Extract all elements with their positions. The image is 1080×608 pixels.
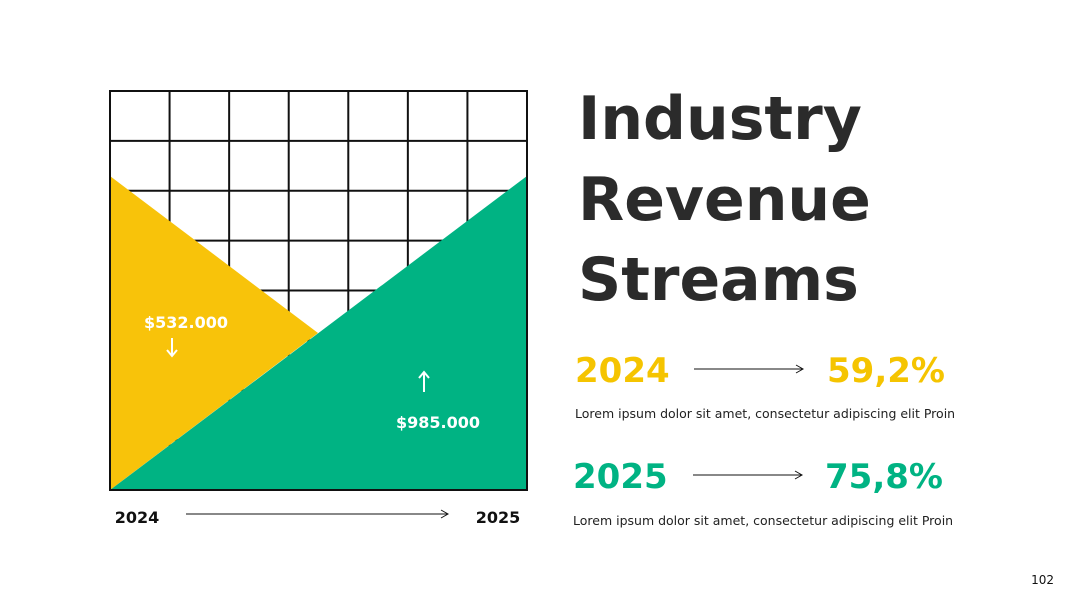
yellow-triangle bbox=[110, 176, 318, 490]
frame bbox=[109, 90, 528, 491]
stat-description: Lorem ipsum dolor sit amet, consectetur … bbox=[573, 513, 953, 528]
stat-arrow bbox=[693, 470, 804, 480]
title-line: Industry bbox=[578, 84, 862, 154]
down-arrow bbox=[166, 338, 178, 358]
stat-year: 2025 bbox=[573, 457, 668, 497]
timeline-arrow bbox=[186, 509, 450, 519]
green-triangle bbox=[110, 176, 527, 490]
up-arrow bbox=[418, 370, 430, 392]
stat-year: 2024 bbox=[575, 351, 670, 391]
stat-description: Lorem ipsum dolor sit amet, consectetur … bbox=[575, 406, 955, 421]
axis-label: 2025 bbox=[476, 508, 521, 527]
title-line: Revenue bbox=[578, 165, 871, 235]
stat-percent: 75,8% bbox=[825, 457, 943, 497]
axis-label: 2024 bbox=[115, 508, 160, 527]
stat-percent: 59,2% bbox=[827, 351, 945, 391]
page-number: 102 bbox=[1031, 573, 1054, 587]
value-label: $532.000 bbox=[144, 313, 228, 332]
value-label: $985.000 bbox=[396, 413, 480, 432]
stat-arrow bbox=[694, 364, 805, 374]
title-line: Streams bbox=[578, 245, 859, 315]
